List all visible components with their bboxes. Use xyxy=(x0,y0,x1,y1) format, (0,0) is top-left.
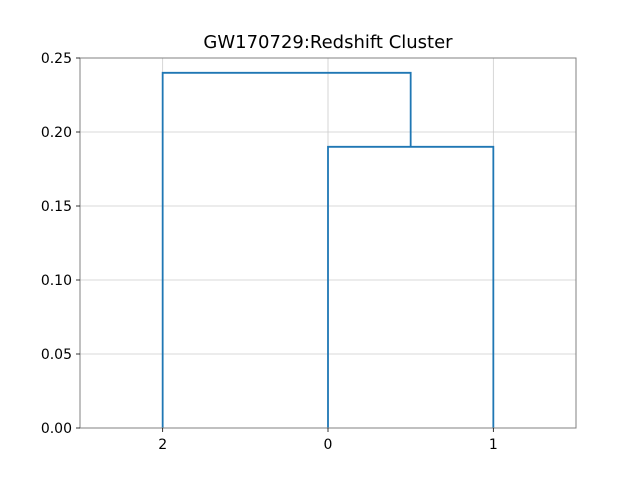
y-tick-label: 0.00 xyxy=(41,421,72,437)
y-tick-label: 0.05 xyxy=(41,347,72,363)
dendrogram-links xyxy=(161,71,495,428)
y-tick-label: 0.20 xyxy=(41,125,72,141)
y-axis-ticks: 0.00 0.05 0.10 0.15 0.20 0.25 xyxy=(41,51,80,437)
x-tick-label: 2 xyxy=(158,437,167,453)
dendrogram-link xyxy=(161,71,412,428)
x-tick-label: 0 xyxy=(324,437,333,453)
y-tick-label: 0.25 xyxy=(41,51,72,67)
x-tick-label: 1 xyxy=(489,437,498,453)
x-axis-ticks: 2 0 1 xyxy=(158,428,498,453)
y-tick-label: 0.10 xyxy=(41,273,72,289)
y-tick-label: 0.15 xyxy=(41,199,72,215)
chart-title: GW170729:Redshift Cluster xyxy=(203,32,453,53)
dendrogram-link xyxy=(327,145,495,428)
